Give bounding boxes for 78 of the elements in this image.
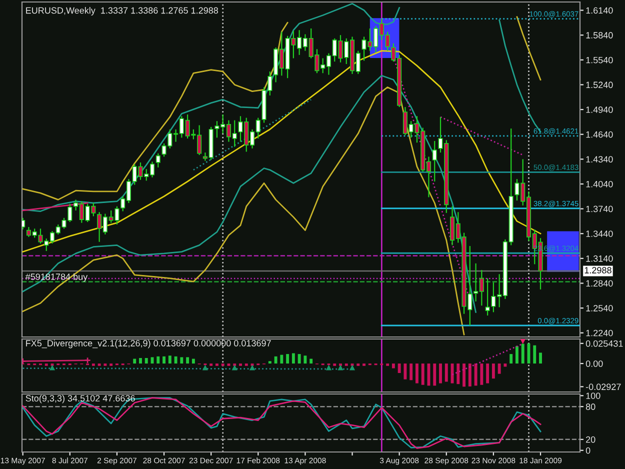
y-tick-label: 1.3440 <box>586 230 613 237</box>
bar <box>486 364 490 384</box>
y-tick-label: 1.4340 <box>586 156 613 163</box>
bar <box>268 361 272 364</box>
chart-title: Sto(9,3,3) 34.5102 47.6636 <box>26 394 135 404</box>
bar <box>286 354 290 364</box>
text: EURUSD,Weekly 1.3337 1.3386 1.2765 1.2988 <box>26 7 218 16</box>
bar <box>510 354 513 364</box>
bar <box>498 364 501 374</box>
point <box>338 364 344 370</box>
bar <box>533 345 536 364</box>
point <box>49 364 56 370</box>
bar <box>304 356 307 364</box>
y-tick-label: 1.5240 <box>586 82 613 88</box>
bar <box>168 356 172 364</box>
ref-line-label: 1.2988 <box>584 267 612 274</box>
y-tick-label: 1.3140 <box>586 255 613 262</box>
y-tick-label: 1.6140 <box>586 7 613 14</box>
point <box>349 364 356 370</box>
point <box>202 364 208 370</box>
bar <box>162 356 166 364</box>
point <box>520 339 526 344</box>
bar <box>462 364 466 387</box>
bar <box>515 346 518 364</box>
point <box>326 364 332 370</box>
bar <box>144 358 148 364</box>
bar <box>174 356 178 364</box>
bar <box>298 354 301 364</box>
bar <box>410 364 413 380</box>
bar <box>492 364 495 379</box>
bar <box>156 356 160 364</box>
bar <box>310 358 313 364</box>
y-tick-label: 1.2240 <box>586 330 613 336</box>
y-tick-label: -0.02927 <box>586 384 621 390</box>
point <box>232 364 238 370</box>
bar <box>398 364 401 374</box>
bar <box>415 364 418 384</box>
bar <box>180 357 184 364</box>
bar <box>521 344 524 364</box>
y-tick-label: 1.4640 <box>586 131 613 138</box>
bar <box>404 364 407 380</box>
chart-title: FX5_Divergence_v2.1(12,26,9) 0.013697 0.000000 0.013697 <box>26 340 271 348</box>
y-tick-label: 1.4940 <box>586 106 613 113</box>
bar <box>392 364 395 368</box>
candlestick <box>485 278 490 316</box>
bar <box>280 354 284 364</box>
point <box>249 364 256 370</box>
bar <box>133 358 136 364</box>
y-tick-label: 0.025431 <box>586 340 623 347</box>
y-tick-label: 20 <box>586 436 596 443</box>
y-tick-label: 0 <box>586 447 590 454</box>
y-tick-label: 100 <box>586 392 600 399</box>
y-tick-label: 1.2840 <box>586 280 613 287</box>
bar <box>139 358 142 364</box>
y-tick-label: 1.5840 <box>586 32 613 38</box>
bar <box>539 352 542 364</box>
bar <box>186 357 190 364</box>
bar <box>456 364 460 384</box>
bar <box>192 358 195 364</box>
bar <box>504 364 507 367</box>
line-series <box>22 86 465 336</box>
bar <box>468 364 472 386</box>
bar <box>474 364 478 386</box>
candlestick <box>432 140 437 182</box>
bar <box>274 356 278 364</box>
candlestick <box>156 152 160 168</box>
y-tick-label: 0.00 <box>586 360 603 367</box>
bar <box>433 364 436 386</box>
bar <box>439 364 442 384</box>
bar <box>292 353 295 364</box>
y-tick-label: 1.4040 <box>586 180 613 188</box>
bar <box>480 364 484 385</box>
y-tick-label: 80 <box>586 404 596 410</box>
y-tick-label: 1.5540 <box>586 56 613 64</box>
bar <box>444 364 448 382</box>
y-tick-label: 1.2540 <box>586 305 613 312</box>
y-tick-label: 1.3740 <box>586 206 613 212</box>
bar <box>421 364 424 385</box>
